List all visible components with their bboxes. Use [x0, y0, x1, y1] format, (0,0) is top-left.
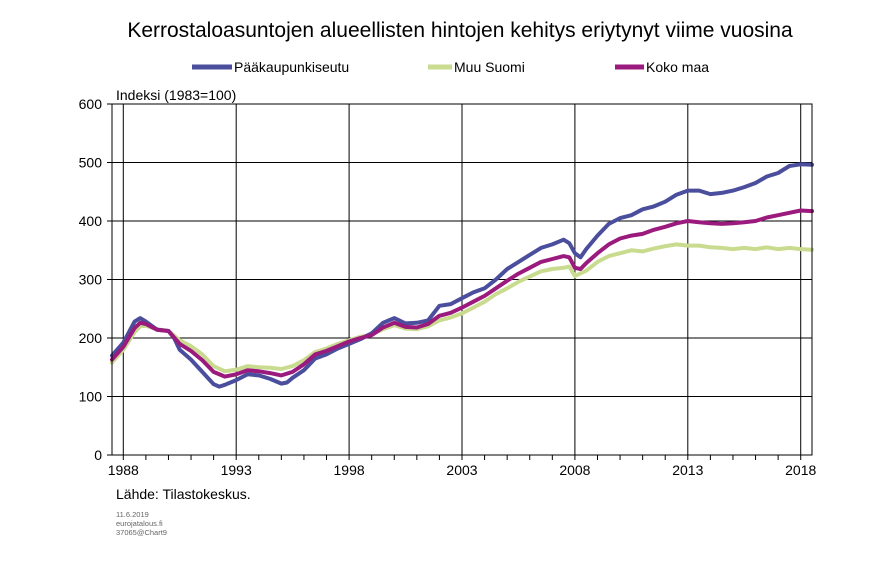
y-tick-label: 100 [79, 389, 103, 405]
y-tick-label: 500 [79, 155, 103, 171]
x-tick-label: 1998 [334, 462, 365, 478]
x-tick-label: 2003 [446, 462, 477, 478]
legend-label-3: Koko maa [646, 59, 709, 75]
chart-title: Kerrostaloasuntojen alueellisten hintoje… [127, 19, 793, 42]
y-axis-label: Indeksi (1983=100) [116, 87, 236, 103]
legend-item-3: Koko maa [615, 59, 709, 75]
footnote-line-3: 37065@Chart9 [116, 528, 167, 537]
y-tick-label: 600 [79, 96, 103, 112]
y-tick-label: 0 [94, 447, 102, 463]
legend-item-1: Pääkaupunkiseutu [192, 59, 349, 75]
x-tick-label: 1988 [108, 462, 139, 478]
x-axis: 1988 1993 1998 2003 2008 2013 2018 [108, 455, 816, 478]
y-tick-label: 400 [79, 213, 103, 229]
series-line-1 [110, 162, 814, 389]
x-tick-label: 2018 [785, 462, 816, 478]
series-lines [110, 162, 814, 389]
y-tick-label: 200 [79, 330, 103, 346]
footnote-line-2: eurojatalous.fi [116, 519, 163, 528]
series-line-3 [110, 208, 814, 379]
footnote-line-1: 11.6.2019 [116, 510, 149, 519]
y-axis: 0 100 200 300 400 500 600 [79, 96, 112, 463]
x-tick-label: 2013 [672, 462, 703, 478]
source-note: Lähde: Tilastokeskus. [116, 486, 251, 502]
y-tick-label: 300 [79, 272, 103, 288]
series-line-2 [110, 242, 814, 374]
legend-item-2: Muu Suomi [428, 59, 525, 75]
x-tick-label: 2008 [559, 462, 590, 478]
legend: Pääkaupunkiseutu Muu Suomi Koko maa [192, 59, 709, 75]
legend-label-2: Muu Suomi [454, 59, 525, 75]
gridlines [112, 104, 812, 455]
legend-label-1: Pääkaupunkiseutu [234, 59, 349, 75]
footnote: 11.6.2019 eurojatalous.fi 37065@Chart9 [116, 510, 167, 537]
x-tick-label: 1993 [221, 462, 252, 478]
